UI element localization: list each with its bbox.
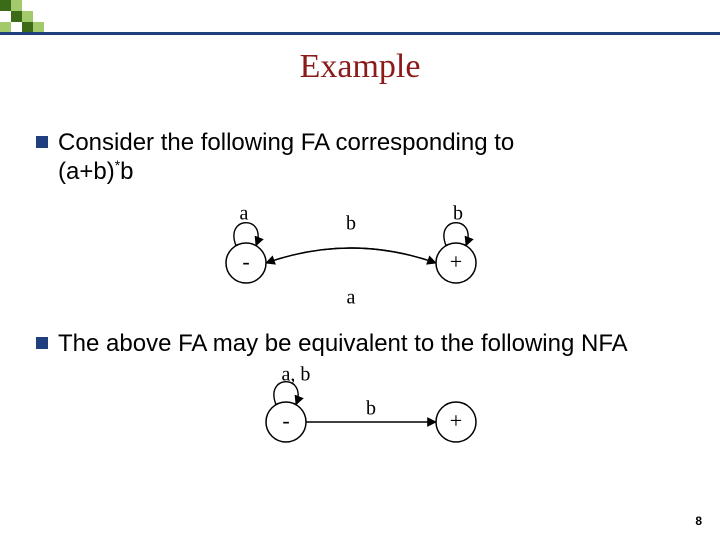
- svg-text:a, b: a, b: [282, 363, 311, 385]
- slide-body: Consider the following FA corresponding …: [36, 128, 684, 480]
- fa-diagram: abba-+: [186, 193, 684, 303]
- bullet-icon: [36, 136, 48, 148]
- svg-text:b: b: [366, 397, 376, 419]
- bullet-1-expr-pre: (a+b): [58, 158, 115, 185]
- bullet-2-text: The above FA may be equivalent to the fo…: [58, 329, 628, 358]
- title-rule: [0, 32, 720, 35]
- bullet-icon: [36, 337, 48, 349]
- slide-title: Example: [0, 48, 720, 86]
- svg-text:+: +: [450, 408, 462, 433]
- svg-text:-: -: [282, 408, 289, 433]
- svg-text:+: +: [450, 249, 462, 274]
- nfa-diagram: a, b b - +: [226, 364, 684, 454]
- page-number: 8: [695, 514, 702, 528]
- svg-text:a: a: [240, 202, 249, 224]
- svg-text:a: a: [347, 286, 356, 308]
- svg-text:b: b: [346, 212, 356, 234]
- bullet-1-line1: Consider the following FA corresponding …: [58, 129, 514, 156]
- bullet-1: Consider the following FA corresponding …: [36, 128, 684, 187]
- bullet-1-expr-post: b: [120, 158, 133, 185]
- svg-text:-: -: [242, 249, 249, 274]
- bullet-1-expr-sup: *: [115, 157, 120, 173]
- bullet-2: The above FA may be equivalent to the fo…: [36, 329, 684, 358]
- bullet-1-text: Consider the following FA corresponding …: [58, 128, 514, 187]
- svg-text:b: b: [453, 202, 463, 224]
